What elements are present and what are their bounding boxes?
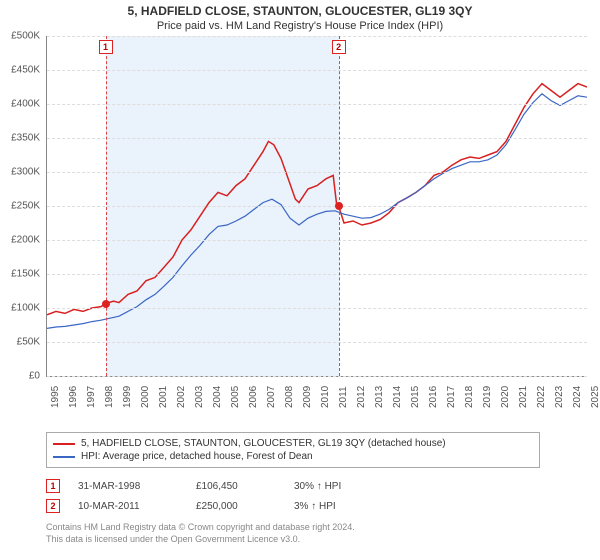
legend-row-property: 5, HADFIELD CLOSE, STAUNTON, GLOUCESTER,…	[53, 437, 533, 450]
x-tick-label: 2014	[392, 386, 403, 408]
chart-container: 5, HADFIELD CLOSE, STAUNTON, GLOUCESTER,…	[0, 0, 600, 560]
x-tick-label: 2001	[158, 386, 169, 408]
y-tick-label: £100K	[0, 303, 40, 314]
x-tick-label: 2015	[410, 386, 421, 408]
x-tick-label: 1995	[50, 386, 61, 408]
sale-date: 10-MAR-2011	[78, 501, 178, 512]
x-tick-label: 2012	[356, 386, 367, 408]
y-tick-label: £350K	[0, 133, 40, 144]
x-tick-label: 2019	[482, 386, 493, 408]
plot-region: 12	[46, 36, 587, 377]
sale-marker-icon: 2	[46, 499, 60, 513]
y-tick-label: £250K	[0, 201, 40, 212]
series-property	[47, 84, 587, 315]
x-tick-label: 1996	[68, 386, 79, 408]
title-address: 5, HADFIELD CLOSE, STAUNTON, GLOUCESTER,…	[0, 0, 600, 18]
x-tick-label: 1998	[104, 386, 115, 408]
x-tick-label: 2008	[284, 386, 295, 408]
x-tick-label: 2016	[428, 386, 439, 408]
y-tick-label: £400K	[0, 99, 40, 110]
x-tick-label: 2018	[464, 386, 475, 408]
legend-row-hpi: HPI: Average price, detached house, Fore…	[53, 450, 533, 463]
y-tick-label: £450K	[0, 65, 40, 76]
x-tick-label: 2007	[266, 386, 277, 408]
footer-attribution: Contains HM Land Registry data © Crown c…	[46, 522, 600, 545]
sale-dot-1	[102, 300, 110, 308]
sales-row: 2 10-MAR-2011 £250,000 3% ↑ HPI	[46, 496, 600, 516]
y-tick-label: £150K	[0, 269, 40, 280]
y-tick-label: £200K	[0, 235, 40, 246]
x-tick-label: 2010	[320, 386, 331, 408]
sale-marker-1: 1	[99, 40, 113, 54]
sale-dot-2	[335, 202, 343, 210]
legend-swatch-hpi	[53, 456, 75, 458]
sale-price: £106,450	[196, 481, 276, 492]
footer-line1: Contains HM Land Registry data © Crown c…	[46, 522, 600, 534]
sale-marker-icon: 1	[46, 479, 60, 493]
legend-label-hpi: HPI: Average price, detached house, Fore…	[81, 451, 313, 462]
x-tick-label: 2022	[536, 386, 547, 408]
y-tick-label: £50K	[0, 337, 40, 348]
x-tick-label: 1999	[122, 386, 133, 408]
x-tick-label: 2023	[554, 386, 565, 408]
x-tick-label: 2006	[248, 386, 259, 408]
x-tick-label: 2013	[374, 386, 385, 408]
x-tick-label: 2020	[500, 386, 511, 408]
footer-line2: This data is licensed under the Open Gov…	[46, 534, 600, 546]
sale-vs-hpi: 3% ↑ HPI	[294, 501, 374, 512]
x-tick-label: 2003	[194, 386, 205, 408]
x-tick-label: 1997	[86, 386, 97, 408]
y-tick-label: £0	[0, 371, 40, 382]
y-tick-label: £300K	[0, 167, 40, 178]
x-tick-label: 2021	[518, 386, 529, 408]
title-subtitle: Price paid vs. HM Land Registry's House …	[0, 18, 600, 36]
sale-date: 31-MAR-1998	[78, 481, 178, 492]
x-axis-labels: 1995 1996 1997 1998 1999 2000 2001 2002 2003 2004…	[46, 376, 586, 426]
x-tick-label: 2017	[446, 386, 457, 408]
x-tick-label: 2005	[230, 386, 241, 408]
x-tick-label: 2025	[590, 386, 600, 408]
sale-price: £250,000	[196, 501, 276, 512]
x-tick-label: 2004	[212, 386, 223, 408]
x-tick-label: 2009	[302, 386, 313, 408]
chart-area: 12 £0£50K£100K£150K£200K£250K£300K£350K£…	[46, 36, 586, 376]
legend-box: 5, HADFIELD CLOSE, STAUNTON, GLOUCESTER,…	[46, 432, 540, 468]
legend-label-property: 5, HADFIELD CLOSE, STAUNTON, GLOUCESTER,…	[81, 438, 446, 449]
x-tick-label: 2024	[572, 386, 583, 408]
x-tick-label: 2011	[338, 386, 349, 408]
x-tick-label: 2000	[140, 386, 151, 408]
y-tick-label: £500K	[0, 31, 40, 42]
sale-vs-hpi: 30% ↑ HPI	[294, 481, 374, 492]
sales-row: 1 31-MAR-1998 £106,450 30% ↑ HPI	[46, 476, 600, 496]
x-tick-label: 2002	[176, 386, 187, 408]
series-hpi	[47, 94, 587, 329]
sale-marker-2: 2	[332, 40, 346, 54]
sales-table: 1 31-MAR-1998 £106,450 30% ↑ HPI 2 10-MA…	[46, 476, 600, 516]
legend-swatch-property	[53, 443, 75, 445]
